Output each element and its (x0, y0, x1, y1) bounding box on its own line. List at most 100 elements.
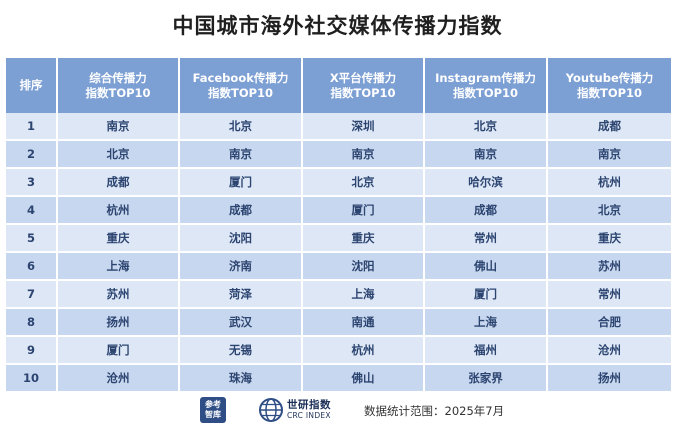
city-cell: 杭州 (57, 196, 180, 225)
rank-cell: 6 (6, 252, 58, 281)
table-row: 3 成都 厦门 北京 哈尔滨 杭州 (6, 168, 671, 197)
rank-cell: 1 (6, 113, 58, 141)
column-header: Facebook传播力 指数TOP10 (179, 58, 303, 113)
city-cell: 杭州 (547, 168, 671, 197)
crc-index-logo: 世研指数 CRC INDEX (287, 399, 351, 421)
logo2-sub: CRC INDEX (287, 411, 331, 420)
table-body: 1 南京 北京 深圳 北京 成都 2 北京 南京 南京 南京 南京 3 成都 厦门 北京 哈尔滨 杭州 4 杭州 成都厦… (6, 113, 671, 393)
rank-cell: 5 (6, 224, 58, 253)
city-cell: 北京 (302, 168, 425, 197)
column-header: 排序 (6, 58, 58, 113)
column-header-line: 排序 (19, 78, 43, 92)
table-row: 10 沧州 珠海 佛山 张家界 扬州 (6, 364, 671, 393)
city-cell: 厦门 (179, 168, 303, 197)
city-cell: 扬州 (547, 364, 671, 393)
city-cell: 重庆 (57, 224, 180, 253)
table-row: 6 上海 济南 沈阳 佛山 苏州 (6, 252, 671, 281)
city-cell: 合肥 (547, 308, 671, 337)
column-header-line: Youtube传播力 (565, 70, 654, 85)
city-cell: 南京 (57, 113, 180, 141)
city-cell: 苏州 (57, 280, 180, 309)
column-header-line: 指数TOP10 (452, 85, 519, 100)
city-cell: 常州 (547, 280, 671, 309)
city-cell: 上海 (57, 252, 180, 281)
city-cell: 上海 (302, 280, 425, 309)
page-title: 中国城市海外社交媒体传播力指数 (172, 14, 503, 38)
table-row: 5 重庆 沈阳 重庆 常州 重庆 (6, 224, 671, 253)
table-row: 9 厦门 无锡 杭州 福州 沧州 (6, 336, 671, 365)
city-cell: 深圳 (302, 113, 425, 141)
city-cell: 南通 (302, 308, 425, 337)
ranking-table: 排序 综合传播力 指数TOP10 Facebook传播力 指数TOP10 X平台传播力 指数… (6, 58, 671, 393)
table-row: 7 苏州 菏泽 上海 厦门 常州 (6, 280, 671, 309)
city-cell: 珠海 (179, 364, 303, 393)
city-cell: 无锡 (179, 336, 303, 365)
city-cell: 北京 (179, 113, 303, 141)
city-cell: 南京 (302, 140, 425, 169)
table-header-row: 排序 综合传播力 指数TOP10 Facebook传播力 指数TOP10 X平台传播力 指数… (6, 58, 671, 113)
city-cell: 沈阳 (302, 252, 425, 281)
rank-cell: 4 (6, 196, 58, 225)
rank-cell: 10 (6, 364, 58, 393)
logo1-line1: 参考 (205, 400, 221, 409)
city-cell: 武汉 (179, 308, 303, 337)
city-cell: 沧州 (547, 336, 671, 365)
globe-icon (259, 398, 283, 422)
city-cell: 成都 (57, 168, 180, 197)
city-cell: 北京 (547, 196, 671, 225)
column-header-line: 指数TOP10 (576, 85, 643, 100)
city-cell: 佛山 (302, 364, 425, 393)
data-range-note: 数据统计范围：2025年7月 (364, 404, 505, 418)
city-cell: 厦门 (57, 336, 180, 365)
city-cell: 扬州 (57, 308, 180, 337)
rank-cell: 8 (6, 308, 58, 337)
city-cell: 沧州 (57, 364, 180, 393)
city-cell: 杭州 (302, 336, 425, 365)
city-cell: 厦门 (302, 196, 425, 225)
city-cell: 南京 (547, 140, 671, 169)
column-header-line: 指数TOP10 (330, 85, 396, 100)
rank-cell: 2 (6, 140, 58, 169)
column-header-line: Facebook传播力 (192, 70, 289, 85)
table-row: 8 扬州 武汉 南通 上海 合肥 (6, 308, 671, 337)
column-header-line: 指数TOP10 (207, 85, 274, 100)
city-cell: 哈尔滨 (424, 168, 548, 197)
rank-cell: 9 (6, 336, 58, 365)
city-cell: 厦门 (424, 280, 548, 309)
rank-cell: 3 (6, 168, 58, 197)
footer: 参考 智库 世研指数 CRC INDEX 数据统计范围：2025年7月 (0, 397, 675, 425)
city-cell: 上海 (424, 308, 548, 337)
column-header: Youtube传播力 指数TOP10 (547, 58, 671, 113)
column-header-line: 指数TOP10 (85, 85, 151, 100)
table-row: 4 杭州 成都 厦门 成都 北京 (6, 196, 671, 225)
table-row: 2 北京 南京 南京 南京 南京 (6, 140, 671, 169)
city-cell: 成都 (547, 113, 671, 141)
column-header: 综合传播力 指数TOP10 (57, 58, 180, 113)
city-cell: 南京 (424, 140, 548, 169)
city-cell: 成都 (179, 196, 303, 225)
cankao-zhiku-logo: 参考 智库 (200, 397, 226, 423)
table-row: 1 南京 北京 深圳 北京 成都 (6, 113, 671, 141)
city-cell: 张家界 (424, 364, 548, 393)
logo1-line2: 智库 (205, 410, 221, 419)
column-header: Instagram传播力 指数TOP10 (424, 58, 548, 113)
city-cell: 菏泽 (179, 280, 303, 309)
column-header: X平台传播力 指数TOP10 (302, 58, 425, 113)
column-header-line: Instagram传播力 (435, 70, 536, 85)
logo2-main: 世研指数 (287, 399, 331, 411)
city-cell: 苏州 (547, 252, 671, 281)
column-header-line: X平台传播力 (329, 70, 397, 85)
city-cell: 南京 (179, 140, 303, 169)
city-cell: 济南 (179, 252, 303, 281)
city-cell: 沈阳 (179, 224, 303, 253)
rank-cell: 7 (6, 280, 58, 309)
city-cell: 北京 (424, 113, 548, 141)
city-cell: 常州 (424, 224, 548, 253)
city-cell: 成都 (424, 196, 548, 225)
city-cell: 福州 (424, 336, 548, 365)
city-cell: 重庆 (302, 224, 425, 253)
city-cell: 北京 (57, 140, 180, 169)
city-cell: 重庆 (547, 224, 671, 253)
city-cell: 佛山 (424, 252, 548, 281)
column-header-line: 综合传播力 (89, 70, 147, 85)
